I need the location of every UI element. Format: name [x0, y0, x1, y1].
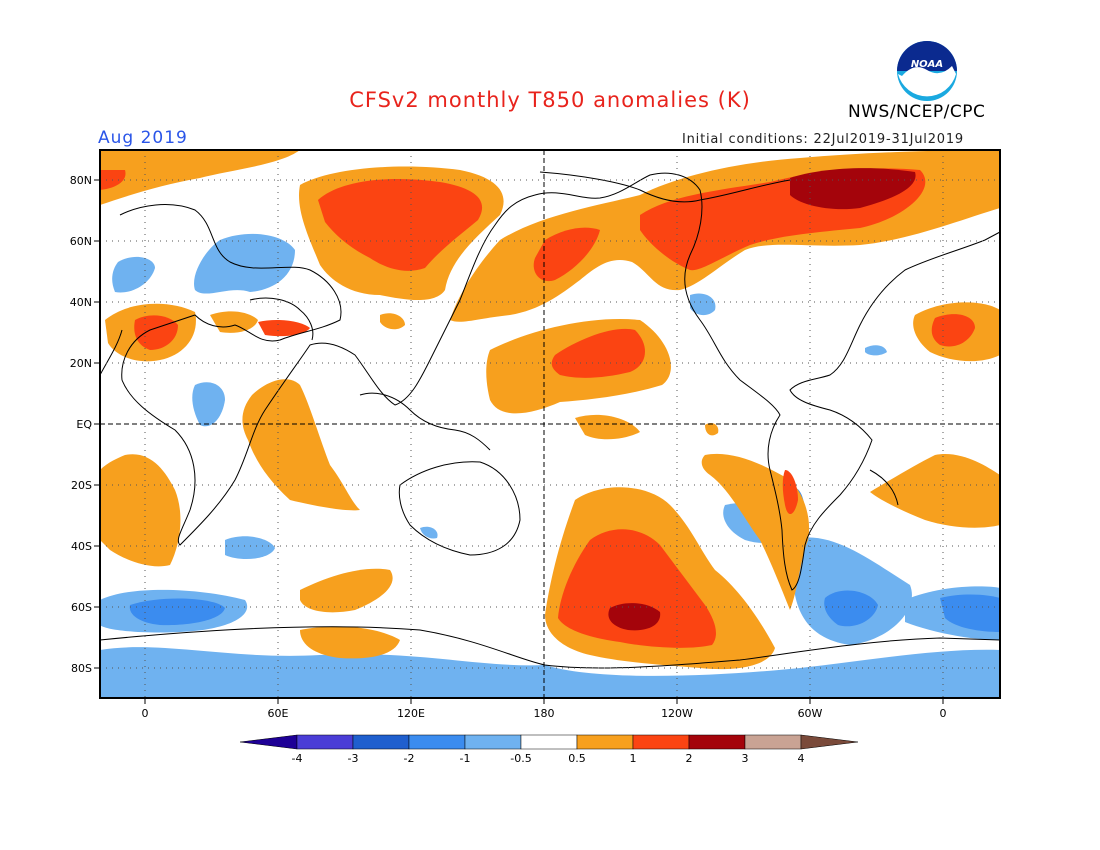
lat-label-40n: 40N	[70, 296, 92, 309]
lon-label-60e: 60E	[268, 707, 289, 720]
lon-label-0-west: 0	[142, 707, 149, 720]
lon-label-60w: 60W	[798, 707, 823, 720]
lon-label-120w: 120W	[661, 707, 693, 720]
colorbar-tick-label: -3	[348, 752, 359, 765]
lat-label-80n: 80N	[70, 174, 92, 187]
colorbar-tick-label: 3	[742, 752, 749, 765]
colorbar-bin-low	[239, 734, 298, 750]
lon-label-180: 180	[534, 707, 555, 720]
lat-label-80s: 80S	[71, 662, 92, 675]
colorbar-bin	[352, 734, 410, 750]
credit-label: NWS/NCEP/CPC	[848, 102, 986, 122]
colorbar: -4 -3 -2 -1 -0.5 0.5 1 2 3 4	[239, 734, 859, 765]
colorbar-bin	[520, 734, 578, 750]
colorbar-bin	[408, 734, 466, 750]
lat-label-40s: 40S	[71, 540, 92, 553]
noaa-logo-icon: NOAA	[897, 41, 957, 101]
colorbar-bin	[296, 734, 354, 750]
colorbar-bin	[688, 734, 746, 750]
colorbar-bin	[464, 734, 522, 750]
colorbar-tick-label: 4	[798, 752, 805, 765]
graticule	[100, 150, 1000, 698]
anomaly-shading	[100, 150, 1000, 698]
axis-ticks	[94, 179, 944, 704]
svg-text:NOAA: NOAA	[911, 59, 943, 70]
lon-label-120e: 120E	[397, 707, 425, 720]
lon-label-0-east: 0	[940, 707, 947, 720]
colorbar-tick-label: -1	[460, 752, 471, 765]
lat-label-eq: EQ	[76, 418, 92, 431]
colorbar-tick-label: -0.5	[510, 752, 531, 765]
lat-label-60s: 60S	[71, 601, 92, 614]
map-title: CFSv2 monthly T850 anomalies (K)	[349, 88, 751, 112]
colorbar-tick-label: 1	[630, 752, 637, 765]
colorbar-bin	[744, 734, 802, 750]
lat-label-20n: 20N	[70, 357, 92, 370]
coastlines	[100, 171, 1000, 669]
colorbar-tick-label: -4	[292, 752, 303, 765]
valid-month-label: Aug 2019	[98, 128, 188, 148]
colorbar-tick-label: -2	[404, 752, 415, 765]
lat-label-20s: 20S	[71, 479, 92, 492]
colorbar-bin	[632, 734, 690, 750]
colorbar-tick-label: 0.5	[568, 752, 586, 765]
initial-conditions-label: Initial conditions: 22Jul2019-31Jul2019	[682, 132, 965, 147]
anomaly-band-dark-red	[608, 168, 916, 631]
lat-label-60n: 60N	[70, 235, 92, 248]
colorbar-tick-label: 2	[686, 752, 693, 765]
colorbar-bin-high	[800, 734, 859, 750]
colorbar-bin	[576, 734, 634, 750]
